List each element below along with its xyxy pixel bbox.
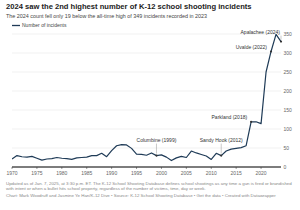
annotation-point <box>220 155 222 157</box>
y-tick-label: 0 <box>284 164 287 170</box>
annotation-label: Columbine (1999) <box>137 137 177 143</box>
x-tick-label: 2020 <box>256 170 267 176</box>
legend-swatch <box>12 25 20 26</box>
x-tick-label: 1995 <box>131 170 142 176</box>
y-tick-label: 250 <box>284 69 293 75</box>
y-tick-label: 150 <box>284 107 293 113</box>
plot-area <box>12 34 281 160</box>
annotation-point <box>155 155 157 157</box>
data-line <box>12 34 281 160</box>
x-axis-line <box>12 167 281 168</box>
x-tick-label: 1980 <box>56 170 67 176</box>
x-tick-label: 2015 <box>231 170 242 176</box>
title: 2024 saw the 2nd highest number of K-12 … <box>6 2 252 11</box>
footer: Updated as of Jan. 7, 2025, at 3:30 p.m.… <box>6 181 294 198</box>
annotation-label: Apalachee (2024) <box>241 29 281 35</box>
annotation-point <box>250 121 252 123</box>
credit: Chart: Mark Woodruff and Jasmine Ye Han/… <box>6 193 294 198</box>
chart: 2024 saw the 2nd highest number of K-12 … <box>0 0 300 180</box>
subtitle: The 2024 count fell only 19 below the al… <box>6 13 207 19</box>
annotation-connector <box>281 36 282 40</box>
grid-line <box>12 72 281 73</box>
legend-label: Number of incidents <box>22 22 67 28</box>
x-tick-label: 1975 <box>31 170 42 176</box>
grid-line <box>12 53 281 54</box>
y-tick-label: 200 <box>284 88 293 94</box>
annotation-connector <box>221 144 222 154</box>
grid-line <box>12 91 281 92</box>
page: {"chart_data": { "type": "line", "title"… <box>0 0 300 210</box>
y-tick-label: 300 <box>284 50 293 56</box>
y-tick-label: 50 <box>284 145 290 151</box>
y-tick-label: 100 <box>284 126 293 132</box>
annotation-point <box>280 41 282 43</box>
annotation-point <box>270 50 272 52</box>
grid-line <box>12 110 281 111</box>
x-tick-label: 2010 <box>206 170 217 176</box>
annotation-label: Sandy Hook (2012) <box>200 137 243 143</box>
x-tick-label: 2000 <box>156 170 167 176</box>
annotation-label: Parkland (2018) <box>212 114 248 120</box>
x-tick-label: 1970 <box>6 170 17 176</box>
y-tick-label: 350 <box>284 31 293 37</box>
x-tick-label: 1985 <box>81 170 92 176</box>
note: Updated as of Jan. 7, 2025, at 3:30 p.m.… <box>6 181 294 192</box>
x-tick-label: 1990 <box>106 170 117 176</box>
grid-line <box>12 129 281 130</box>
annotation-label: Uvalde (2022) <box>236 44 268 50</box>
grid-line <box>12 167 281 168</box>
x-tick-label: 2005 <box>181 170 192 176</box>
annotation-connector <box>156 144 157 154</box>
